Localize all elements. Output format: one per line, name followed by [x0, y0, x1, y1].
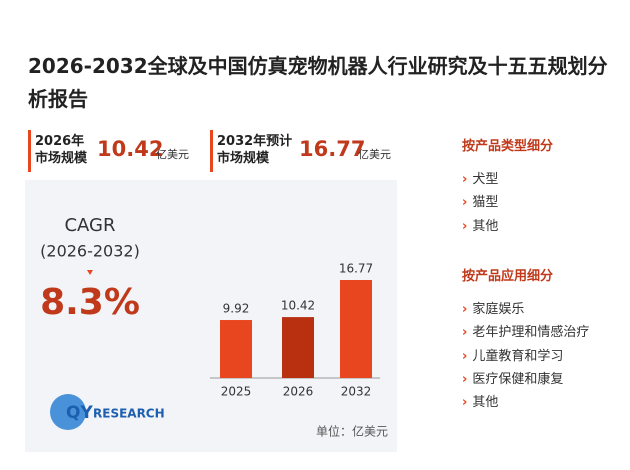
logo-prefix: QY — [66, 403, 93, 423]
segment-list: 犬型猫型其他 — [462, 168, 498, 238]
logo-globe — [50, 394, 86, 430]
stat-value: 10.42 — [97, 137, 164, 161]
stat-accent — [210, 130, 213, 172]
stat-label-line: 市场规模 — [35, 151, 88, 166]
stat-label-line: 2026年 — [35, 134, 85, 149]
segment-item: 犬型 — [462, 168, 498, 191]
segment-item: 其他 — [462, 215, 498, 238]
segment-item: 家庭娱乐 — [462, 298, 589, 321]
x-tick-label: 2032 — [341, 385, 372, 399]
segment-item: 猫型 — [462, 191, 498, 214]
segment-item: 老年护理和情感治疗 — [462, 321, 589, 344]
segment-heading: 按产品类型细分 — [462, 139, 554, 154]
x-tick-label: 2025 — [221, 385, 252, 399]
value-label: 9.92 — [223, 302, 250, 316]
stat-label-line: 2032年预计 — [217, 134, 293, 149]
segment-list: 家庭娱乐老年护理和情感治疗儿童教育和学习医疗保健和康复其他 — [462, 298, 589, 414]
value-label: 16.77 — [339, 262, 373, 276]
stat-label: 2026年市场规模 — [35, 133, 87, 167]
bar — [340, 280, 372, 378]
bar — [282, 317, 314, 378]
bar — [220, 320, 252, 378]
stat-accent — [28, 130, 31, 172]
stat-label-line: 市场规模 — [217, 151, 270, 166]
x-tick-label: 2026 — [283, 385, 314, 399]
segment-item: 其他 — [462, 391, 589, 414]
cagr-label: CAGR — [64, 215, 115, 236]
stat-unit: 亿美元 — [358, 148, 391, 161]
stat-value: 16.77 — [299, 137, 366, 161]
cagr-period: (2026-2032) — [40, 242, 140, 261]
segment-item: 医疗保健和康复 — [462, 368, 589, 391]
logo-suffix: RESEARCH — [93, 407, 165, 421]
cagr-arrow — [87, 270, 93, 275]
segment-heading: 按产品应用细分 — [462, 269, 554, 284]
cagr-value: 8.3% — [40, 282, 140, 323]
title: 2026-2032全球及中国仿真宠物机器人行业研究及十五五规划分析报告 — [28, 54, 608, 111]
stat-unit: 亿美元 — [156, 148, 189, 161]
value-label: 10.42 — [281, 299, 315, 313]
stat-label: 2032年预计 市场规模 — [217, 133, 292, 167]
panel — [25, 180, 397, 452]
segment-item: 儿童教育和学习 — [462, 345, 589, 368]
unit-note: 单位：亿美元 — [316, 424, 388, 439]
